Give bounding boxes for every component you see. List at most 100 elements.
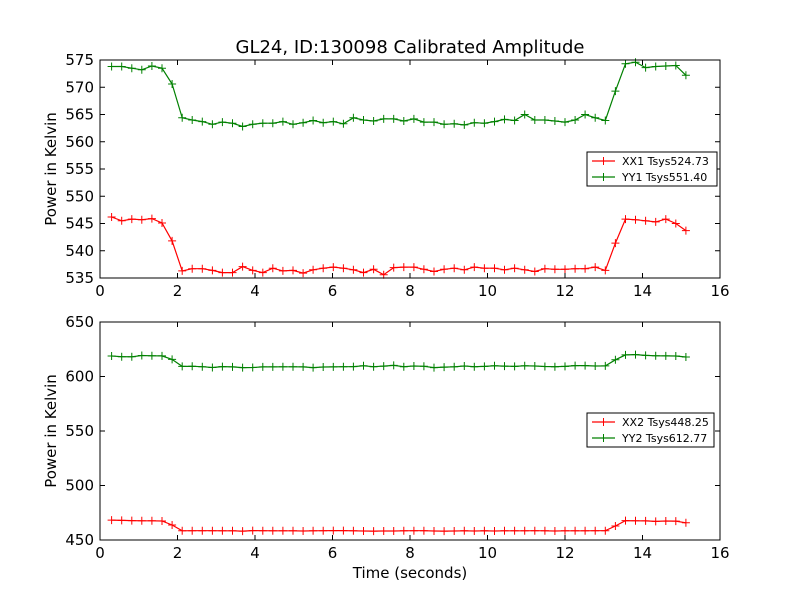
- data-point: [601, 116, 610, 125]
- data-point: [218, 526, 227, 535]
- data-point: [490, 117, 499, 126]
- x-tick-label: 6: [328, 544, 338, 562]
- data-point: [339, 526, 348, 535]
- data-point: [107, 516, 116, 525]
- data-point: [621, 516, 630, 525]
- data-point: [117, 352, 126, 361]
- data-point: [561, 118, 569, 127]
- data-point: [470, 263, 479, 272]
- data-point: [258, 268, 267, 277]
- data-point: [591, 526, 600, 535]
- data-point: [359, 361, 368, 370]
- data-point: [107, 62, 116, 71]
- data-point: [571, 264, 580, 273]
- data-point: [147, 351, 156, 360]
- series-line-1: [111, 216, 687, 276]
- data-point: [329, 526, 338, 535]
- data-point: [661, 215, 670, 224]
- data-point: [218, 268, 227, 277]
- data-point: [591, 113, 600, 122]
- legend-entry-label: YY1 Tsys551.40: [621, 171, 707, 184]
- data-point: [369, 265, 378, 274]
- data-point: [208, 363, 217, 372]
- x-axis-label: Time (seconds): [352, 564, 468, 582]
- x-tick-label: 6: [328, 282, 338, 300]
- data-point: [621, 59, 630, 68]
- data-point: [651, 217, 660, 226]
- data-point: [228, 119, 237, 128]
- data-point: [409, 362, 418, 370]
- x-tick-label: 14: [633, 282, 652, 300]
- data-point: [309, 363, 318, 372]
- data-point: [248, 120, 257, 129]
- data-point: [550, 265, 559, 274]
- data-point: [621, 350, 630, 359]
- data-point: [591, 362, 600, 370]
- y-tick-label: 550: [65, 422, 94, 440]
- data-point: [147, 516, 156, 525]
- y-tick-label: 545: [65, 215, 94, 233]
- data-point: [379, 527, 388, 535]
- data-point: [681, 518, 690, 527]
- data-point: [268, 526, 277, 535]
- data-point: [571, 526, 580, 535]
- legend-entry-label: XX2 Tsys448.25: [622, 416, 709, 429]
- data-point: [349, 526, 358, 535]
- data-point: [319, 526, 328, 535]
- series-line-2: [111, 61, 687, 128]
- data-point: [460, 265, 469, 274]
- data-point: [289, 266, 297, 275]
- data-point: [651, 351, 660, 360]
- data-point: [319, 363, 328, 371]
- data-point: [561, 265, 569, 274]
- data-point: [258, 526, 267, 535]
- data-point: [389, 114, 398, 123]
- data-point: [641, 63, 650, 72]
- data-point: [581, 361, 590, 370]
- data-point: [289, 362, 297, 371]
- x-tick-label: 4: [250, 282, 260, 300]
- data-point: [520, 110, 529, 119]
- data-point: [359, 116, 368, 124]
- data-point: [520, 265, 529, 274]
- data-point: [671, 517, 680, 526]
- data-point: [349, 362, 358, 371]
- legend-box: [586, 412, 715, 448]
- data-point: [419, 265, 428, 274]
- data-point: [611, 239, 620, 248]
- data-point: [329, 362, 338, 371]
- data-point: [601, 266, 610, 275]
- data-point: [591, 263, 600, 272]
- data-point: [611, 522, 620, 530]
- data-point: [409, 114, 418, 123]
- data-point: [107, 213, 116, 221]
- data-point: [520, 361, 529, 370]
- data-point: [278, 117, 287, 126]
- data-point: [399, 263, 408, 272]
- data-point: [218, 362, 227, 371]
- data-point: [228, 526, 237, 535]
- data-point: [379, 114, 388, 123]
- data-point: [268, 264, 277, 273]
- data-point: [550, 362, 559, 371]
- data-point: [440, 265, 449, 274]
- data-point: [550, 527, 559, 535]
- data-point: [137, 65, 146, 74]
- data-point: [188, 116, 197, 124]
- data-point: [430, 527, 438, 535]
- data-point: [641, 516, 650, 525]
- data-point: [137, 351, 146, 360]
- data-point: [399, 117, 408, 125]
- data-point: [540, 526, 549, 535]
- data-point: [389, 361, 398, 370]
- legend-swatch-marker: [599, 157, 608, 165]
- data-point: [208, 266, 217, 275]
- x-tick-label: 8: [405, 282, 415, 300]
- data-point: [198, 526, 207, 535]
- data-point: [480, 119, 489, 128]
- data-point: [470, 362, 479, 371]
- data-point: [238, 262, 247, 271]
- x-tick-label: 12: [555, 544, 574, 562]
- data-point: [631, 516, 640, 525]
- data-point: [500, 526, 509, 535]
